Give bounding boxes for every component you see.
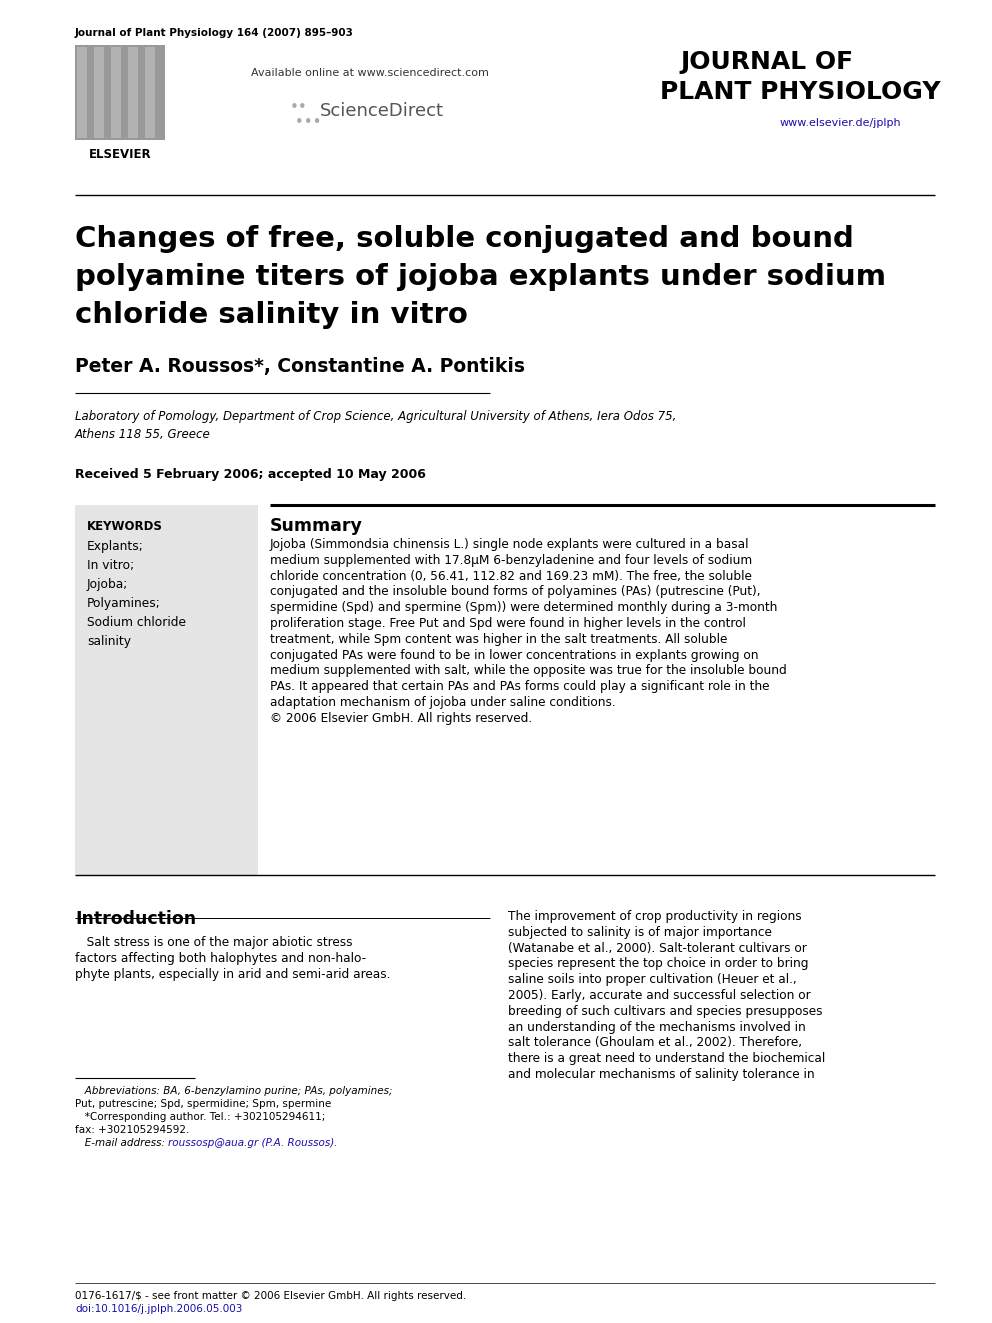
Text: proliferation stage. Free Put and Spd were found in higher levels in the control: proliferation stage. Free Put and Spd we… [270, 617, 746, 630]
Text: 2005). Early, accurate and successful selection or: 2005). Early, accurate and successful se… [508, 990, 810, 1002]
Text: Introduction: Introduction [75, 910, 196, 927]
Text: doi:10.1016/j.jplph.2006.05.003: doi:10.1016/j.jplph.2006.05.003 [75, 1304, 242, 1314]
Bar [77, 48, 87, 138]
Text: adaptation mechanism of jojoba under saline conditions.: adaptation mechanism of jojoba under sal… [270, 696, 616, 709]
Text: subjected to salinity is of major importance: subjected to salinity is of major import… [508, 926, 772, 939]
Text: Received 5 February 2006; accepted 10 May 2006: Received 5 February 2006; accepted 10 Ma… [75, 468, 426, 482]
Text: an understanding of the mechanisms involved in: an understanding of the mechanisms invol… [508, 1020, 806, 1033]
Text: conjugated and the insoluble bound forms of polyamines (PAs) (putrescine (Put),: conjugated and the insoluble bound forms… [270, 585, 761, 598]
Text: Journal of Plant Physiology 164 (2007) 895–903: Journal of Plant Physiology 164 (2007) 8… [75, 28, 354, 38]
Text: Available online at www.sciencedirect.com: Available online at www.sciencedirect.co… [251, 67, 489, 78]
Text: © 2006 Elsevier GmbH. All rights reserved.: © 2006 Elsevier GmbH. All rights reserve… [270, 712, 532, 725]
Text: salt tolerance (Ghoulam et al., 2002). Therefore,: salt tolerance (Ghoulam et al., 2002). T… [508, 1036, 802, 1049]
Bar [128, 48, 138, 138]
Text: saline soils into proper cultivation (Heuer et al.,: saline soils into proper cultivation (He… [508, 974, 797, 986]
Text: breeding of such cultivars and species presupposes: breeding of such cultivars and species p… [508, 1004, 822, 1017]
Text: (Watanabe et al., 2000). Salt-tolerant cultivars or: (Watanabe et al., 2000). Salt-tolerant c… [508, 942, 806, 955]
Text: medium supplemented with salt, while the opposite was true for the insoluble bou: medium supplemented with salt, while the… [270, 664, 787, 677]
Text: KEYWORDS: KEYWORDS [87, 520, 163, 533]
Text: Put, putrescine; Spd, spermidine; Spm, spermine: Put, putrescine; Spd, spermidine; Spm, s… [75, 1099, 331, 1109]
Text: *Corresponding author. Tel.: +302105294611;: *Corresponding author. Tel.: +3021052946… [75, 1113, 325, 1122]
Text: www.elsevier.de/jplph: www.elsevier.de/jplph [780, 118, 902, 128]
Bar [111, 48, 121, 138]
Bar [75, 45, 165, 140]
Text: chloride salinity in vitro: chloride salinity in vitro [75, 302, 468, 329]
Text: roussosp@aua.gr (P.A. Roussos).: roussosp@aua.gr (P.A. Roussos). [168, 1138, 337, 1148]
Bar [94, 48, 104, 138]
Text: species represent the top choice in order to bring: species represent the top choice in orde… [508, 958, 808, 970]
Text: Laboratory of Pomology, Department of Crop Science, Agricultural University of A: Laboratory of Pomology, Department of Cr… [75, 410, 677, 423]
Text: conjugated PAs were found to be in lower concentrations in explants growing on: conjugated PAs were found to be in lower… [270, 648, 759, 662]
Text: Polyamines;: Polyamines; [87, 597, 161, 610]
Text: Explants;: Explants; [87, 540, 144, 553]
Text: ELSEVIER: ELSEVIER [88, 148, 152, 161]
Text: Peter A. Roussos*, Constantine A. Pontikis: Peter A. Roussos*, Constantine A. Pontik… [75, 357, 525, 376]
Text: Jojoba (Simmondsia chinensis L.) single node explants were cultured in a basal: Jojoba (Simmondsia chinensis L.) single … [270, 538, 750, 550]
Text: ScienceDirect: ScienceDirect [320, 102, 444, 120]
Text: ••
 •••: •• ••• [290, 101, 321, 130]
Text: chloride concentration (0, 56.41, 112.82 and 169.23 mM). The free, the soluble: chloride concentration (0, 56.41, 112.82… [270, 570, 752, 582]
Text: PAs. It appeared that certain PAs and PAs forms could play a significant role in: PAs. It appeared that certain PAs and PA… [270, 680, 770, 693]
Text: phyte plants, especially in arid and semi-arid areas.: phyte plants, especially in arid and sem… [75, 967, 391, 980]
Text: In vitro;: In vitro; [87, 560, 134, 572]
Text: Sodium chloride: Sodium chloride [87, 617, 186, 628]
Bar [145, 48, 155, 138]
Text: factors affecting both halophytes and non-halo-: factors affecting both halophytes and no… [75, 951, 366, 964]
Text: Salt stress is one of the major abiotic stress: Salt stress is one of the major abiotic … [75, 935, 352, 949]
Text: E-mail address:: E-mail address: [75, 1138, 169, 1148]
Text: The improvement of crop productivity in regions: The improvement of crop productivity in … [508, 910, 802, 923]
Text: Athens 118 55, Greece: Athens 118 55, Greece [75, 429, 210, 441]
Text: 0176-1617/$ - see front matter © 2006 Elsevier GmbH. All rights reserved.: 0176-1617/$ - see front matter © 2006 El… [75, 1291, 466, 1301]
Text: JOURNAL OF: JOURNAL OF [680, 50, 853, 74]
Text: Abbreviations: BA, 6-benzylamino purine; PAs, polyamines;: Abbreviations: BA, 6-benzylamino purine;… [75, 1086, 393, 1095]
Text: Jojoba;: Jojoba; [87, 578, 128, 591]
Text: Changes of free, soluble conjugated and bound: Changes of free, soluble conjugated and … [75, 225, 854, 253]
Bar [75, 505, 258, 875]
Text: and molecular mechanisms of salinity tolerance in: and molecular mechanisms of salinity tol… [508, 1068, 814, 1081]
Text: fax: +302105294592.: fax: +302105294592. [75, 1125, 189, 1135]
Text: treatment, while Spm content was higher in the salt treatments. All soluble: treatment, while Spm content was higher … [270, 632, 727, 646]
Text: salinity: salinity [87, 635, 131, 648]
Text: spermidine (Spd) and spermine (Spm)) were determined monthly during a 3-month: spermidine (Spd) and spermine (Spm)) wer… [270, 601, 778, 614]
Text: polyamine titers of jojoba explants under sodium: polyamine titers of jojoba explants unde… [75, 263, 886, 291]
Text: PLANT PHYSIOLOGY: PLANT PHYSIOLOGY [660, 79, 940, 105]
Text: medium supplemented with 17.8μM 6-benzyladenine and four levels of sodium: medium supplemented with 17.8μM 6-benzyl… [270, 554, 752, 566]
Text: Summary: Summary [270, 517, 363, 534]
Text: there is a great need to understand the biochemical: there is a great need to understand the … [508, 1052, 825, 1065]
